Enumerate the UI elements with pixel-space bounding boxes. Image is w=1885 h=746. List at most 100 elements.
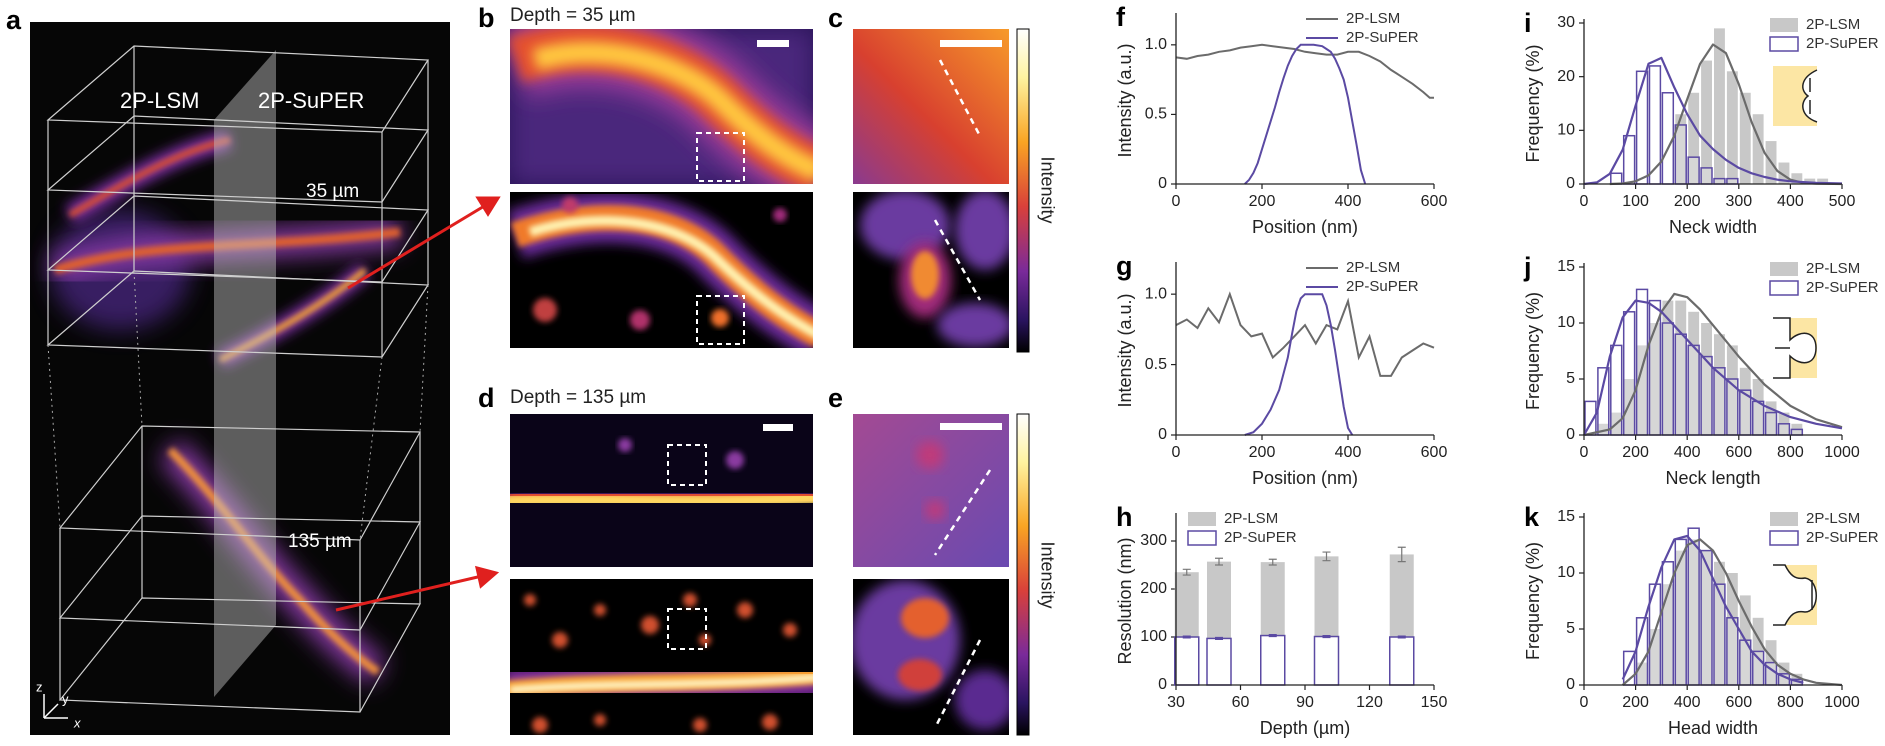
histogram-bar xyxy=(1714,334,1725,435)
histogram-bar xyxy=(1739,367,1751,435)
colorbar-label: Intensity xyxy=(1037,541,1057,608)
legend-label: 2P-LSM xyxy=(1346,259,1400,276)
y-tick-label: 10 xyxy=(1557,314,1575,331)
bar xyxy=(1260,634,1286,686)
line xyxy=(1175,291,1435,377)
panel-label: g xyxy=(1116,251,1133,281)
histogram-bar xyxy=(1752,114,1764,184)
histogram-bar xyxy=(1636,662,1648,685)
y-tick-label: 0 xyxy=(1158,175,1167,192)
y-axis-label: Intensity (a.u.) xyxy=(1115,43,1135,157)
x-tick-label: 150 xyxy=(1421,694,1448,711)
panel-label: b xyxy=(478,3,495,33)
bar xyxy=(1174,636,1200,686)
panel-label: i xyxy=(1524,8,1532,38)
axes xyxy=(1175,513,1434,686)
histogram-bar xyxy=(1597,423,1609,435)
x-tick-label: 300 xyxy=(1725,193,1752,210)
axis-letter: y xyxy=(62,691,69,706)
histogram-bar xyxy=(1675,550,1687,685)
fit-curve xyxy=(1583,299,1843,436)
x-axis-label: Neck length xyxy=(1665,468,1760,488)
legend-label: 2P-LSM xyxy=(1806,510,1860,527)
histogram-bar xyxy=(1713,177,1726,185)
error-bar xyxy=(1182,568,1191,576)
error-bar xyxy=(1268,558,1277,566)
method-label: 2P-LSM xyxy=(120,88,199,113)
histogram-bar xyxy=(1662,300,1674,435)
x-tick-label: 400 xyxy=(1674,444,1701,461)
x-tick-label: 200 xyxy=(1249,193,1276,210)
line xyxy=(1244,293,1354,436)
histogram-bar xyxy=(1662,584,1674,685)
y-tick-label: 0 xyxy=(1158,426,1167,443)
error-bar xyxy=(1182,635,1191,639)
x-tick-label: 600 xyxy=(1421,444,1448,461)
y-tick-label: 0.5 xyxy=(1145,106,1167,123)
panel-label: d xyxy=(478,383,495,413)
axes xyxy=(1583,19,1842,185)
histogram-bar xyxy=(1648,65,1662,185)
x-tick-label: 90 xyxy=(1296,694,1314,711)
legend-swatch xyxy=(1770,18,1798,32)
legend-label: 2P-SuPER xyxy=(1346,29,1419,46)
method-label: 2P-SuPER xyxy=(258,88,364,113)
histogram-bar xyxy=(1726,345,1738,435)
legend-swatch xyxy=(1769,36,1799,52)
histogram-bar xyxy=(1661,322,1675,436)
x-axis-label: Position (nm) xyxy=(1252,468,1358,488)
image xyxy=(853,414,1009,567)
colorbar xyxy=(1016,413,1030,736)
error-bar xyxy=(1215,557,1223,566)
legend-swatch xyxy=(1770,512,1798,526)
legend-swatch xyxy=(1770,262,1798,276)
x-tick-label: 600 xyxy=(1725,694,1752,711)
legend-label: 2P-LSM xyxy=(1806,260,1860,277)
y-tick-label: 100 xyxy=(1140,628,1167,645)
legend-swatch xyxy=(1187,530,1217,546)
x-tick-label: 1000 xyxy=(1824,694,1860,711)
fit-curve xyxy=(1609,43,1843,186)
histogram-bar xyxy=(1777,423,1791,436)
legend-label: 2P-SuPER xyxy=(1806,35,1879,52)
x-tick-label: 0 xyxy=(1172,193,1181,210)
y-tick-label: 10 xyxy=(1557,564,1575,581)
x-tick-label: 1000 xyxy=(1824,444,1860,461)
y-tick-label: 15 xyxy=(1557,258,1575,275)
histogram-bar xyxy=(1674,124,1687,185)
histogram-bar xyxy=(1765,401,1777,435)
fit-curve xyxy=(1583,292,1843,437)
image xyxy=(510,414,813,567)
y-tick-label: 0.5 xyxy=(1145,356,1167,373)
x-tick-label: 100 xyxy=(1622,193,1649,210)
panel-label: a xyxy=(6,5,22,35)
histogram-bar xyxy=(1739,92,1751,184)
panel-label: k xyxy=(1524,502,1540,532)
x-tick-label: 400 xyxy=(1674,694,1701,711)
histogram-bar xyxy=(1674,333,1687,436)
histogram-bar xyxy=(1751,400,1765,436)
histogram-bar xyxy=(1726,573,1738,685)
error-bar xyxy=(1268,634,1277,638)
y-tick-label: 0 xyxy=(1566,676,1575,693)
histogram-bar xyxy=(1751,650,1765,686)
legend-label: 2P-LSM xyxy=(1806,16,1860,33)
histogram-bar xyxy=(1804,178,1816,184)
histogram-bar xyxy=(1700,167,1713,185)
histogram-bar xyxy=(1635,288,1649,436)
y-tick-label: 300 xyxy=(1140,532,1167,549)
depth-label: 135 µm xyxy=(288,531,352,552)
histogram-bar xyxy=(1700,355,1713,436)
error-bar xyxy=(1215,636,1223,640)
y-tick-label: 10 xyxy=(1557,122,1575,139)
x-tick-label: 0 xyxy=(1580,694,1589,711)
spine-inset xyxy=(1773,66,1818,626)
error-bar xyxy=(1397,546,1406,563)
legend-swatch xyxy=(1769,530,1799,546)
histogram-bar xyxy=(1714,28,1725,184)
image xyxy=(510,579,813,735)
y-tick-label: 5 xyxy=(1566,620,1575,637)
histogram-bar xyxy=(1675,300,1687,435)
y-tick-label: 15 xyxy=(1557,508,1575,525)
y-tick-label: 0 xyxy=(1566,426,1575,443)
